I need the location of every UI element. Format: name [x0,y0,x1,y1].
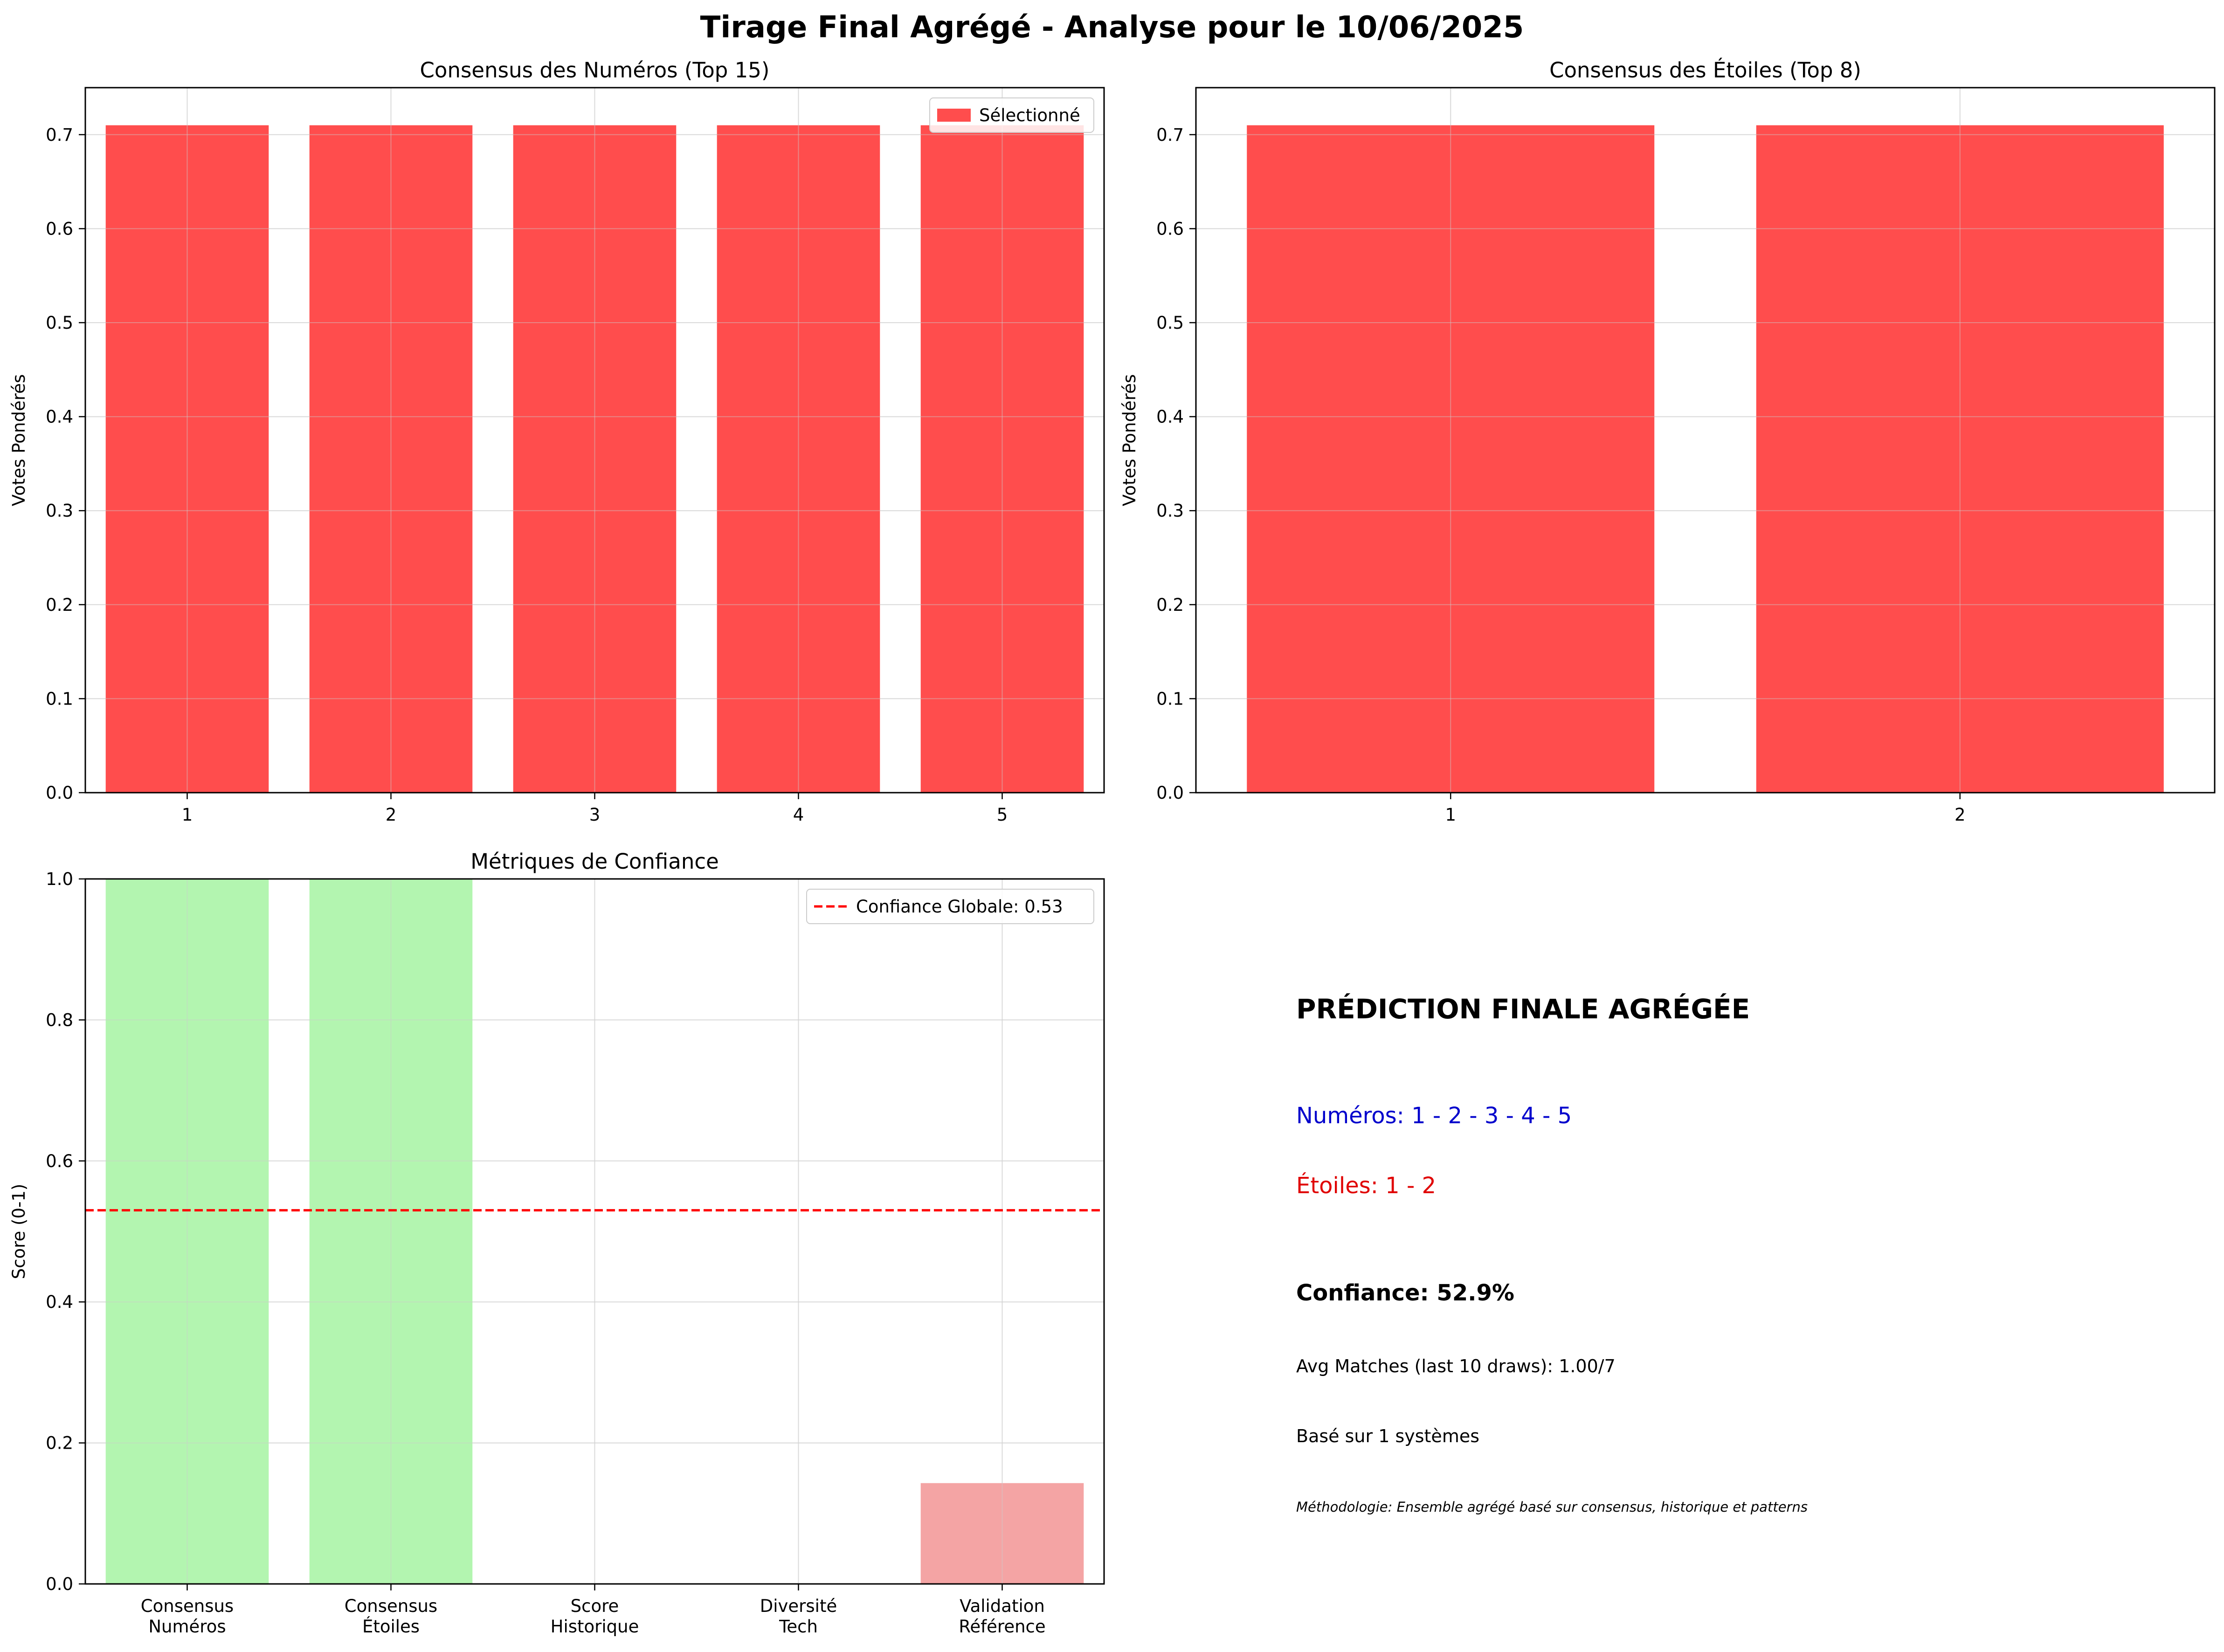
y-tick-label: 0.0 [1156,783,1184,803]
bar [1756,125,2164,793]
chart-numeros: Consensus des Numéros (Top 15) 0.0 0.1 0.2 0… [9,58,1105,825]
bar [717,125,880,793]
y-tick-label: 0.4 [1156,407,1184,427]
x-tick-label: 1 [182,805,193,825]
bar [105,125,269,793]
chart-title: Métriques de Confiance [470,849,719,874]
bar [309,125,473,793]
x-tick-label: Numéros [148,1617,226,1637]
axes-frame [1195,87,2216,794]
x-tick-label: Consensus [141,1596,234,1616]
y-tick-label: 0.6 [46,219,73,239]
x-tick-label: Consensus [345,1596,437,1616]
y-tick-label: 0.2 [46,1433,73,1453]
legend: Confiance Globale: 0.53 [806,889,1094,924]
summary-methodologie: Méthodologie: Ensemble agrégé basé sur c… [1296,1499,1808,1515]
y-tick-label: 0.4 [46,1292,73,1312]
legend-label: Sélectionné [979,105,1080,125]
summary-confiance: Confiance: 52.9% [1296,1280,1514,1306]
x-tick-label: 1 [1445,805,1456,825]
summary-numeros: Numéros: 1 - 2 - 3 - 4 - 5 [1296,1103,1572,1129]
summary-etoiles: Étoiles: 1 - 2 [1296,1173,1437,1199]
y-tick-label: 0.7 [46,125,73,145]
y-tick-label: 0.4 [46,407,73,427]
x-tick-label: 5 [997,805,1008,825]
y-axis-label: Votes Pondérés [1119,374,1140,506]
chart-etoiles: Consensus des Étoiles (Top 8) 0.0 0.1 0.2 0.… [1119,58,2216,825]
bar [1247,125,1655,793]
y-tick-label: 0.2 [1156,595,1184,615]
legend-label: Confiance Globale: 0.53 [856,897,1063,917]
x-tick-label: 3 [589,805,601,825]
bar [920,125,1084,793]
x-tick-label: Étoiles [362,1616,420,1637]
y-tick-label: 0.5 [46,313,73,333]
y-tick-label: 0.6 [46,1151,73,1171]
x-tick-label: Validation [960,1596,1045,1616]
x-tick-label: Tech [779,1617,818,1637]
x-tick-label: 4 [793,805,804,825]
y-tick-label: 0.8 [46,1010,73,1030]
x-tick-label: Référence [959,1617,1045,1637]
axes-frame [84,87,1105,794]
y-axis-label: Votes Pondérés [9,374,29,506]
x-tick-label: Diversité [760,1596,837,1616]
chart-confiance: Métriques de Confiance 0.0 0.2 0.4 0.6 0.8 1.0… [9,849,1105,1637]
y-tick-label: 1.0 [46,869,73,889]
y-tick-label: 0.5 [1156,313,1184,333]
y-tick-label: 0.1 [46,689,73,709]
bars [1247,125,2164,793]
y-tick-label: 0.3 [46,501,73,521]
chart-title: Consensus des Numéros (Top 15) [420,58,770,83]
y-axis-label: Score (0-1) [9,1184,29,1279]
summary-panel: PRÉDICTION FINALE AGRÉGÉE Numéros: 1 - 2… [1296,979,2182,1585]
y-tick-label: 0.2 [46,595,73,615]
y-tick-label: 0.7 [1156,125,1184,145]
legend-swatch [937,109,971,122]
x-tick-label: 2 [1955,805,1966,825]
summary-avg-matches: Avg Matches (last 10 draws): 1.00/7 [1296,1356,1616,1376]
y-tick-label: 0.1 [1156,689,1184,709]
summary-title: PRÉDICTION FINALE AGRÉGÉE [1296,993,1750,1025]
y-tick-label: 0.0 [46,783,73,803]
x-tick-label: Score [571,1596,619,1616]
bars [105,879,1084,1584]
bar [105,879,269,1584]
bar [513,125,677,793]
legend: Sélectionné [929,97,1094,133]
y-tick-label: 0.6 [1156,219,1184,239]
y-tick-label: 0.0 [46,1574,73,1594]
axes-frame [84,878,1105,1585]
chart-title: Consensus des Étoiles (Top 8) [1549,58,1861,83]
bar [309,879,473,1584]
x-tick-label: 2 [386,805,397,825]
legend-box [929,97,1094,133]
bar [920,1483,1084,1584]
bars [105,125,1084,793]
summary-base: Basé sur 1 systèmes [1296,1426,1480,1446]
figure-title: Tirage Final Agrégé - Analyse pour le 10… [700,10,1524,45]
legend-box [806,889,1094,924]
x-tick-label: Historique [551,1617,639,1637]
y-tick-label: 0.3 [1156,501,1184,521]
